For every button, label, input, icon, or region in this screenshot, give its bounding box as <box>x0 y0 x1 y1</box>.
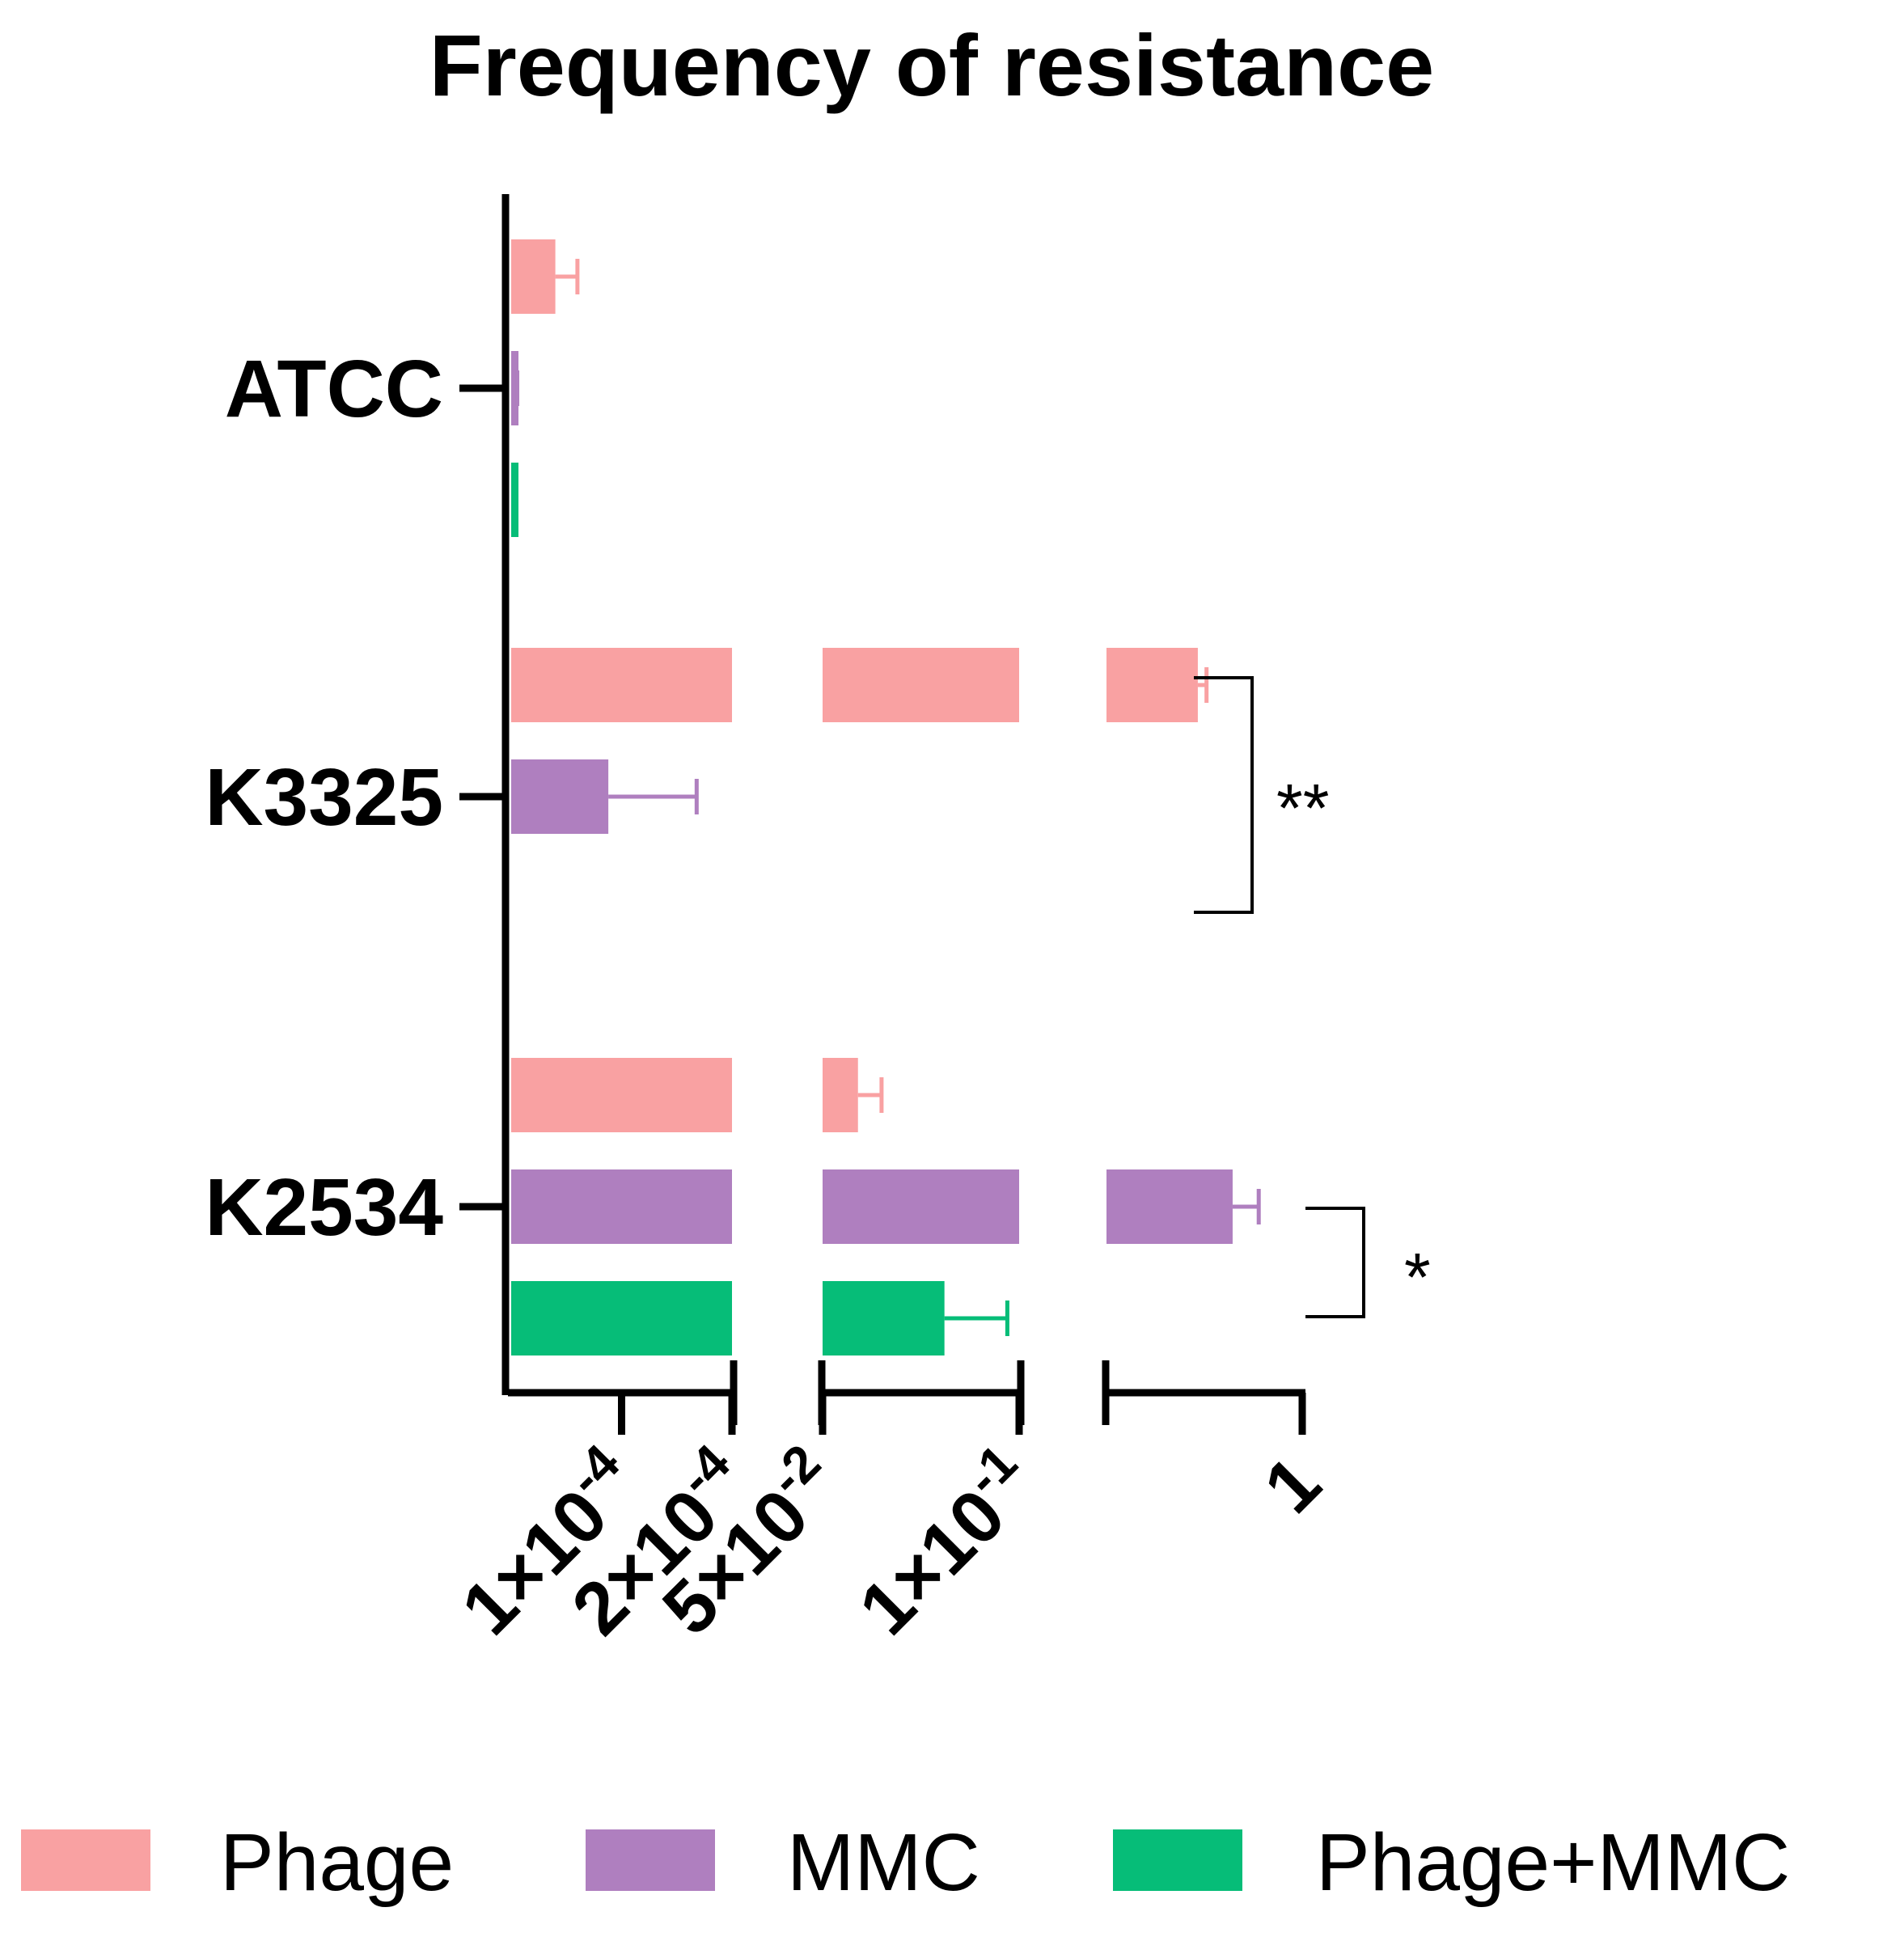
significance-label: ** <box>1276 770 1329 846</box>
category-label: K2534 <box>205 1162 443 1253</box>
bar-mmc-segment <box>511 1169 732 1244</box>
bar-mmc-segment <box>823 1169 1019 1244</box>
legend-swatch <box>586 1829 715 1891</box>
bar-phage-mmc <box>823 1281 945 1355</box>
legend-label: Phage <box>220 1817 454 1908</box>
bar-mmc <box>1106 1169 1233 1244</box>
significance-bracket <box>1194 676 1254 914</box>
category-label: K3325 <box>205 752 443 843</box>
bar-phage <box>823 1058 858 1132</box>
significance-bracket <box>1305 1207 1365 1318</box>
x-tick-label: 1×10-1 <box>836 1433 1053 1651</box>
legend-label: Phage+MMC <box>1316 1817 1790 1908</box>
bar-phage-segment <box>823 648 1019 722</box>
x-tick-label: 1 <box>1249 1441 1336 1529</box>
legend-label: MMC <box>787 1817 980 1908</box>
bar-phage <box>511 239 556 314</box>
bar-phage-mmc-segment <box>511 1281 732 1355</box>
significance-label: * <box>1404 1239 1431 1315</box>
bar-phage-segment <box>511 648 732 722</box>
bar-phage <box>1106 648 1198 722</box>
bar-mmc <box>511 759 609 834</box>
bar-mmc <box>511 351 518 425</box>
legend-swatch <box>21 1829 150 1891</box>
legend-swatch <box>1113 1829 1242 1891</box>
legend: Phage MMC Phage+MMC <box>21 1817 1790 1908</box>
category-label: ATCC <box>225 344 443 434</box>
bar-phage-mmc <box>511 463 518 537</box>
chart-title: Frequency of resistance <box>429 16 1434 114</box>
bar-phage-segment <box>511 1058 732 1132</box>
